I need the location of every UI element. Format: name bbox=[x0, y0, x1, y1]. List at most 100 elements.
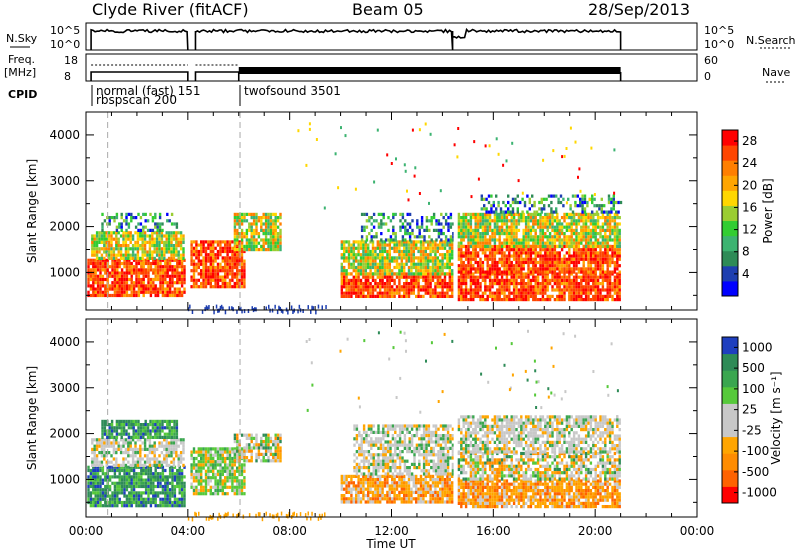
echo-cell bbox=[125, 281, 129, 285]
echo-cell bbox=[376, 243, 379, 247]
echo-cell bbox=[572, 298, 576, 302]
echo-cell bbox=[92, 491, 95, 495]
echo-cell bbox=[479, 238, 482, 242]
echo-cell bbox=[557, 197, 560, 201]
echo-cell bbox=[279, 241, 282, 245]
echo-cell bbox=[407, 269, 411, 273]
echo-cell bbox=[240, 232, 244, 236]
echo-cell bbox=[441, 240, 444, 244]
echo-cell bbox=[417, 256, 420, 260]
echo-cell bbox=[498, 260, 501, 265]
echo-cell bbox=[95, 234, 99, 238]
echo-cell bbox=[568, 254, 571, 258]
echo-cell bbox=[565, 251, 569, 255]
echo-cell bbox=[403, 246, 406, 250]
echo-cell bbox=[120, 268, 124, 272]
echo-cell bbox=[340, 265, 343, 270]
echo-cell bbox=[197, 285, 200, 289]
echo-cell bbox=[436, 291, 439, 295]
echo-point bbox=[495, 137, 498, 141]
echo-cell bbox=[179, 231, 183, 235]
echo-cell bbox=[92, 497, 95, 501]
echo-cell bbox=[558, 264, 561, 268]
echo-cell bbox=[262, 216, 265, 220]
echo-cell bbox=[113, 497, 117, 501]
echo-cell bbox=[496, 238, 499, 242]
echo-cell bbox=[429, 259, 432, 263]
echo-cell bbox=[532, 225, 535, 229]
echo-cell bbox=[548, 235, 552, 239]
echo-cell bbox=[144, 268, 148, 272]
echo-point bbox=[497, 152, 500, 156]
echo-cell bbox=[448, 282, 451, 286]
echo-cell bbox=[123, 488, 126, 492]
echo-cell bbox=[439, 282, 442, 286]
echo-cell bbox=[233, 259, 236, 263]
echo-cell bbox=[195, 243, 198, 247]
echo-cell bbox=[415, 294, 418, 298]
echo-cell bbox=[584, 270, 588, 274]
echo-cell bbox=[476, 216, 480, 220]
echo-cell bbox=[575, 278, 578, 282]
echo-cell bbox=[178, 475, 181, 479]
echo-cell bbox=[135, 274, 138, 278]
echo-cell bbox=[226, 285, 229, 289]
echo-cell bbox=[616, 216, 619, 220]
echo-cell bbox=[131, 253, 135, 257]
echo-cell bbox=[568, 285, 571, 289]
echo-cell bbox=[551, 285, 554, 289]
echo-cell bbox=[130, 287, 133, 291]
echo-cell bbox=[570, 232, 573, 236]
echo-cell bbox=[522, 285, 525, 289]
echo-cell bbox=[163, 244, 166, 248]
echo-cell bbox=[493, 298, 497, 302]
echo-cell bbox=[372, 235, 376, 239]
echo-cell bbox=[589, 228, 593, 232]
echo-cell bbox=[514, 197, 517, 201]
echo-cell bbox=[132, 488, 136, 492]
echo-cell bbox=[197, 265, 200, 270]
echo-cell bbox=[422, 265, 425, 270]
echo-cell bbox=[526, 194, 529, 198]
echo-cell bbox=[580, 212, 583, 216]
echo-cell bbox=[538, 200, 541, 205]
echo-cell bbox=[115, 447, 118, 451]
echo-cell bbox=[160, 237, 164, 241]
echo-cell bbox=[363, 212, 366, 216]
echo-cell bbox=[347, 262, 351, 266]
echo-cell bbox=[556, 212, 559, 216]
echo-cell bbox=[493, 225, 497, 229]
echo-cell bbox=[395, 256, 399, 260]
echo-cell bbox=[178, 261, 181, 266]
echo-cell bbox=[154, 287, 157, 291]
echo-cell bbox=[584, 235, 588, 239]
echo-cell bbox=[430, 222, 433, 226]
echo-cell bbox=[148, 463, 152, 467]
echo-cell bbox=[443, 240, 447, 244]
echo-cell bbox=[87, 274, 90, 278]
echo-cell bbox=[488, 225, 492, 229]
echo-cell bbox=[424, 246, 427, 250]
echo-cell bbox=[144, 481, 148, 485]
echo-cell bbox=[528, 197, 531, 201]
echo-cell bbox=[534, 222, 537, 226]
echo-cell bbox=[474, 216, 477, 220]
echo-cell bbox=[434, 291, 437, 295]
echo-cell bbox=[135, 290, 138, 294]
echo-cell bbox=[104, 277, 107, 282]
echo-cell bbox=[195, 278, 198, 282]
echo-cell bbox=[546, 251, 549, 255]
echo-cell bbox=[594, 270, 597, 274]
echo-cell bbox=[469, 285, 473, 289]
echo-cell bbox=[491, 244, 494, 249]
echo-cell bbox=[369, 272, 372, 276]
echo-cell bbox=[496, 251, 499, 255]
echo-cell bbox=[149, 284, 153, 288]
echo-cell bbox=[144, 219, 147, 223]
echo-cell bbox=[369, 249, 372, 254]
echo-cell bbox=[503, 264, 506, 268]
echo-cell bbox=[601, 238, 605, 242]
echo-cell bbox=[183, 504, 186, 508]
echo-cell bbox=[176, 261, 179, 266]
echo-cell bbox=[469, 235, 473, 239]
